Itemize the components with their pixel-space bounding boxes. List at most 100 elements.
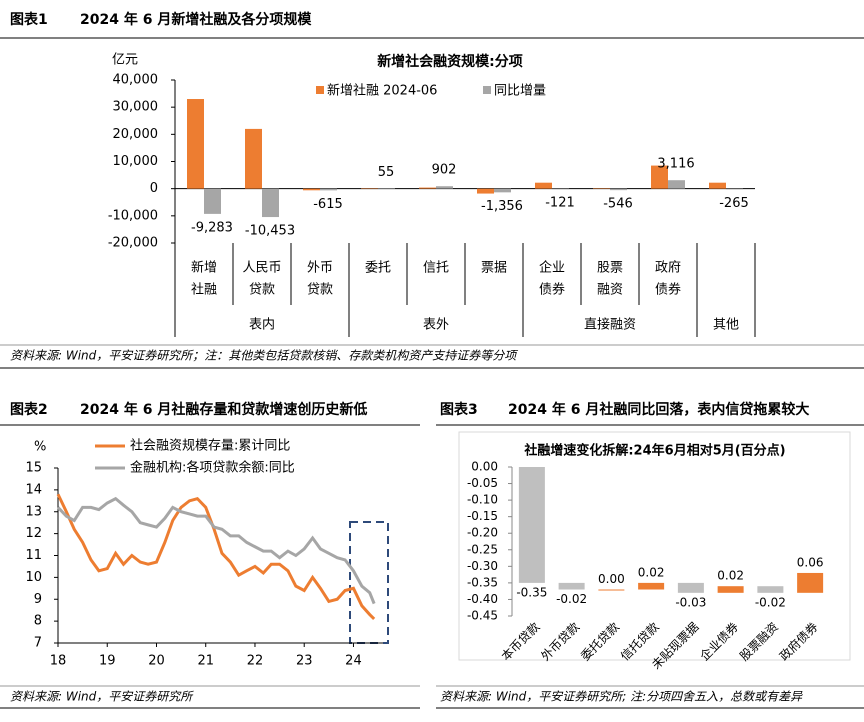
data-label: -0.02	[755, 595, 786, 609]
bar	[303, 188, 320, 191]
y-tick-label: 10	[25, 570, 42, 585]
bar	[668, 180, 685, 189]
y-tick-label: -0.15	[467, 509, 498, 523]
bar	[797, 572, 824, 593]
bar	[361, 188, 378, 190]
y-tick-label: -0.10	[467, 493, 498, 507]
y-tick-label: 7	[34, 636, 42, 651]
y-tick-label: 12	[25, 526, 42, 541]
bar	[598, 589, 625, 591]
data-label: -1,356	[481, 199, 523, 214]
x-tick-label: 社融	[191, 282, 217, 298]
bar	[535, 182, 552, 189]
bar	[610, 188, 627, 191]
group-label: 其他	[713, 318, 739, 333]
source-note: 资料来源: Wind，平安证券研究所	[10, 690, 194, 704]
figure-title: 2024 年 6 月社融同比回落，表内信贷拖累较大	[508, 401, 809, 418]
bar	[494, 188, 511, 193]
x-tick-label: 外币	[307, 261, 333, 276]
figure-label: 图表1	[10, 11, 48, 28]
x-tick-label: 21	[197, 654, 214, 669]
y-tick-label: -0.45	[467, 609, 498, 623]
x-tick-label: 债券	[539, 282, 565, 298]
x-tick-label: 政府	[655, 261, 681, 276]
y-axis-label: %	[34, 440, 46, 455]
bar	[419, 187, 436, 189]
x-tick-label: 18	[50, 654, 67, 669]
chart-frame	[458, 431, 851, 661]
figure-title: 2024 年 6 月社融存量和贷款增速创历史新低	[80, 401, 367, 418]
bar	[651, 165, 668, 189]
bar	[436, 186, 453, 189]
x-tick-label: 信托	[423, 261, 449, 276]
y-tick-label: -0.30	[467, 559, 498, 573]
x-tick-label: 股票	[597, 261, 623, 276]
x-tick-label: 委托贷款	[578, 620, 622, 664]
x-tick-label: 贷款	[307, 283, 333, 298]
y-tick-label: 11	[25, 548, 42, 563]
bar	[245, 128, 262, 189]
x-tick-label: 人民币	[242, 261, 281, 276]
line-series	[56, 496, 376, 605]
bar	[187, 99, 204, 189]
chart-title: 新增社会融资规模:分项	[377, 53, 523, 70]
data-label: 0.02	[717, 569, 744, 583]
y-axis-label: 亿元	[112, 53, 138, 68]
bar	[593, 188, 610, 189]
x-tick-label: 股票融资	[737, 620, 781, 664]
x-tick-label: 24	[345, 654, 362, 669]
x-tick-label: 19	[99, 654, 116, 669]
y-tick-label: 8	[34, 614, 42, 629]
x-tick-label: 贷款	[249, 283, 275, 298]
y-tick-label: 14	[25, 482, 42, 497]
bar	[378, 188, 395, 190]
y-tick-label: -0.40	[467, 592, 498, 606]
source-note: 资料来源: Wind，平安证券研究所；注：其他类包括贷款核销、存款类机构资产支持…	[10, 349, 518, 363]
bar	[477, 188, 494, 194]
y-tick-label: 0.00	[471, 460, 498, 474]
x-tick-label: 外币贷款	[538, 620, 582, 664]
legend-label: 同比增量	[494, 84, 546, 99]
y-tick-label: 30,000	[113, 100, 159, 115]
data-label: 3,116	[657, 157, 694, 172]
data-label: -615	[313, 197, 343, 212]
group-label: 直接融资	[584, 317, 636, 333]
y-tick-label: -0.20	[467, 526, 498, 540]
y-tick-label: 10,000	[113, 154, 159, 169]
y-tick-label: -0.25	[467, 542, 498, 556]
data-label: -546	[603, 197, 633, 212]
line-series	[56, 493, 376, 621]
bar	[709, 182, 726, 189]
bar	[320, 188, 337, 191]
data-label: 0.00	[598, 572, 625, 586]
legend-label: 新增社融 2024-06	[327, 83, 437, 99]
data-label: 55	[378, 165, 395, 180]
y-tick-label: 40,000	[113, 73, 159, 88]
x-tick-label: 政府债券	[776, 619, 821, 664]
y-tick-label: 9	[34, 592, 42, 607]
y-tick-label: -0.35	[467, 575, 498, 589]
bar	[552, 188, 569, 190]
x-tick-label: 企业债券	[697, 619, 742, 664]
data-label: -0.03	[675, 595, 706, 609]
data-label: -0.35	[516, 585, 547, 599]
data-label: -121	[545, 195, 575, 210]
bar	[262, 188, 279, 218]
x-tick-label: 本币贷款	[499, 620, 543, 664]
y-tick-label: -0.05	[467, 476, 498, 490]
y-tick-label: 15	[25, 461, 42, 476]
x-tick-label: 22	[247, 654, 264, 669]
legend-swatch	[483, 86, 491, 94]
data-label: -9,283	[191, 220, 233, 235]
bar	[757, 586, 784, 593]
y-tick-label: 0	[150, 181, 158, 196]
source-note: 资料来源: Wind，平安证券研究所; 注:分项四舍五入，总数或有差异	[440, 690, 803, 704]
bar	[518, 467, 545, 583]
data-label: 0.02	[638, 565, 665, 579]
x-tick-label: 债券	[655, 282, 681, 298]
figure-label: 图表3	[440, 401, 478, 418]
highlight-box	[349, 521, 389, 644]
y-tick-label: -20,000	[108, 236, 158, 251]
